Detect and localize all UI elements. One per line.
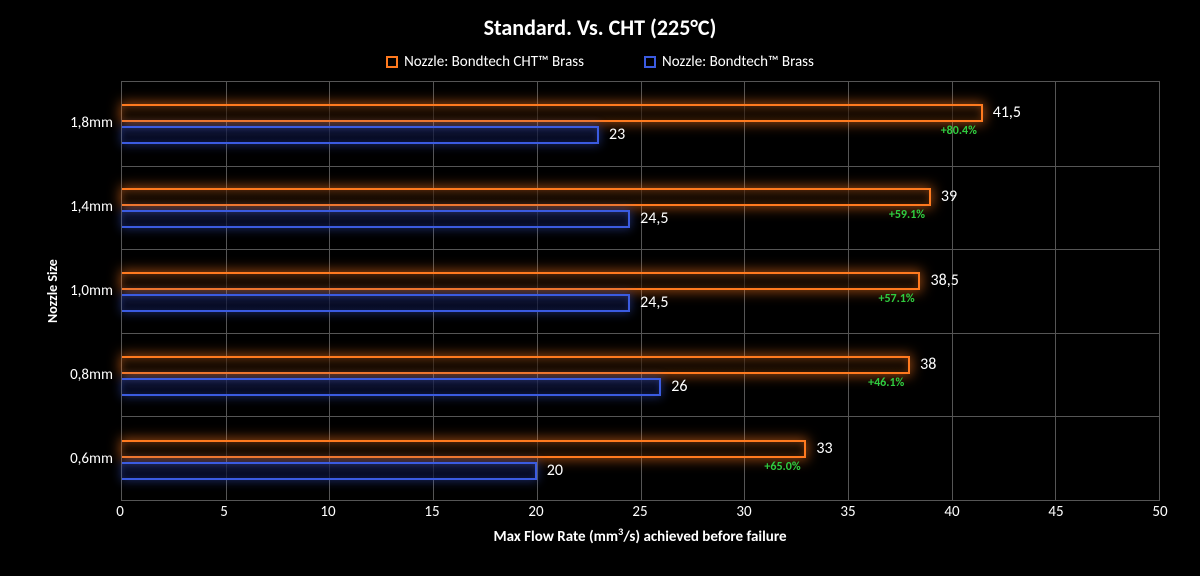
y-tick-label: 1,4mm — [61, 198, 113, 216]
legend-label-cht: Nozzle: Bondtech CHT™ Brass — [404, 53, 584, 71]
bar-std — [122, 126, 599, 144]
x-tick-label: 10 — [320, 503, 335, 521]
y-tick-label: 1,0mm — [61, 282, 113, 300]
category-separator — [122, 333, 1159, 334]
legend-item-std: Nozzle: Bondtech™ Brass — [644, 53, 814, 71]
x-axis-title: Max Flow Rate (mm3/s) achieved before fa… — [120, 525, 1160, 546]
y-tick-label: 0,6mm — [61, 450, 113, 468]
bar-std — [122, 294, 630, 312]
chart-container: Standard. Vs. CHT (225°C) Nozzle: Bondte… — [0, 0, 1200, 576]
legend: Nozzle: Bondtech CHT™ Brass Nozzle: Bond… — [40, 53, 1160, 71]
bar-std — [122, 378, 661, 396]
bar-value-label: 33 — [816, 439, 832, 458]
bar-value-label: 24,5 — [640, 293, 668, 312]
bar-cht — [122, 440, 806, 458]
x-tick-label: 40 — [944, 503, 959, 521]
category-separator — [122, 416, 1159, 417]
bar-cht — [122, 104, 983, 122]
gridline — [537, 82, 538, 500]
x-tick-label: 45 — [1048, 503, 1063, 521]
y-axis-title: Nozzle Size — [40, 81, 61, 501]
x-tick-label: 50 — [1152, 503, 1167, 521]
bar-value-label: 23 — [609, 125, 625, 144]
gridline — [433, 82, 434, 500]
y-tick-label: 1,8mm — [61, 114, 113, 132]
plot-area: 41,5 23 +80.4% 39 24,5 +59.1% 38,5 24,5 +57.1% 38… — [121, 81, 1160, 501]
pct-delta-label: +59.1% — [889, 208, 925, 222]
x-axis: 05101520253035404550 — [120, 501, 1160, 521]
plot-row: Nozzle Size 1,8mm 1,4mm 1,0mm 0,8mm 0,6mm 41… — [40, 81, 1160, 501]
bar-value-label: 38,5 — [930, 271, 958, 290]
x-tick-label: 0 — [116, 503, 124, 521]
bar-value-label: 38 — [920, 355, 936, 374]
x-tick-label: 20 — [528, 503, 543, 521]
gridline — [952, 82, 953, 500]
bar-value-label: 20 — [547, 461, 563, 480]
chart-title: Standard. Vs. CHT (225°C) — [40, 14, 1160, 41]
legend-swatch-std — [644, 56, 656, 68]
bar-cht — [122, 188, 931, 206]
bar-std — [122, 210, 630, 228]
y-axis-labels: 1,8mm 1,4mm 1,0mm 0,8mm 0,6mm — [61, 81, 121, 501]
pct-delta-label: +57.1% — [878, 292, 914, 306]
y-tick-label: 0,8mm — [61, 366, 113, 384]
legend-label-std: Nozzle: Bondtech™ Brass — [662, 53, 814, 71]
x-tick-label: 35 — [840, 503, 855, 521]
bar-value-label: 24,5 — [640, 209, 668, 228]
gridline — [641, 82, 642, 500]
gridline — [1055, 82, 1056, 500]
x-tick-label: 25 — [632, 503, 647, 521]
legend-swatch-cht — [386, 56, 398, 68]
bar-value-label: 39 — [941, 187, 957, 206]
bar-cht — [122, 272, 920, 290]
x-tick-label: 30 — [736, 503, 751, 521]
bar-cht — [122, 356, 910, 374]
x-tick-label: 15 — [424, 503, 439, 521]
pct-delta-label: +65.0% — [764, 460, 800, 474]
x-axis-ticks: 05101520253035404550 — [120, 501, 1160, 521]
bar-value-label: 41,5 — [993, 103, 1021, 122]
x-tick-label: 5 — [220, 503, 228, 521]
gridline — [848, 82, 849, 500]
category-separator — [122, 249, 1159, 250]
gridline — [226, 82, 227, 500]
legend-item-cht: Nozzle: Bondtech CHT™ Brass — [386, 53, 584, 71]
gridline — [744, 82, 745, 500]
pct-delta-label: +46.1% — [868, 376, 904, 390]
bar-value-label: 26 — [671, 377, 687, 396]
category-separator — [122, 166, 1159, 167]
gridline — [329, 82, 330, 500]
bar-std — [122, 462, 537, 480]
pct-delta-label: +80.4% — [941, 124, 977, 138]
